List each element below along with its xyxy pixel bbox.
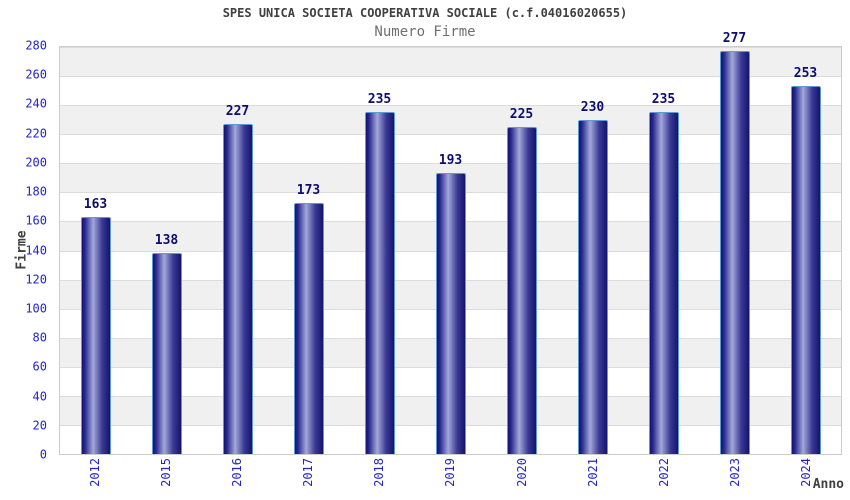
bar-slot-2012: 163 — [60, 47, 131, 454]
y-tick-label: 60 — [32, 360, 47, 375]
x-tick-slot: 2016 — [201, 458, 272, 498]
x-tick-slot: 2017 — [273, 458, 344, 498]
bar-2012 — [80, 217, 111, 454]
bar-value-label: 253 — [793, 66, 818, 82]
x-tick-slot: 2018 — [344, 458, 415, 498]
x-tick-label: 2015 — [158, 458, 173, 487]
bar-value-label: 225 — [509, 106, 534, 122]
y-axis-title: Firme — [14, 230, 30, 270]
bar-2016 — [222, 124, 253, 454]
chart-subtitle: Numero Firme — [374, 24, 476, 40]
bar-value-label: 193 — [438, 153, 463, 169]
x-tick-slot: 2022 — [628, 458, 699, 498]
x-tick-slot: 2023 — [700, 458, 771, 498]
y-tick-label: 200 — [25, 155, 47, 170]
x-tick-label: 2021 — [585, 458, 600, 487]
x-tick-label: 2018 — [372, 458, 387, 487]
grid-band — [60, 76, 841, 106]
bar-slot-2019: 193 — [415, 47, 486, 454]
y-tick-label: 80 — [32, 330, 47, 345]
grid-band — [60, 134, 841, 164]
x-tick-label: 2012 — [87, 458, 102, 487]
x-tick-slot: 2019 — [415, 458, 486, 498]
y-tick-label: 120 — [25, 272, 47, 287]
bar-2020 — [506, 126, 537, 454]
bar-value-label: 230 — [580, 99, 605, 115]
x-axis-tick-labels: 2012 2015 2016 2017 2018 2019 2020 2021 2022 2023… — [59, 458, 842, 498]
bar-2023 — [719, 51, 750, 454]
bar-2019 — [435, 173, 466, 454]
chart-title: SPES UNICA SOCIETA COOPERATIVA SOCIALE (… — [222, 6, 628, 20]
bar-slot-2024: 253 — [770, 47, 841, 454]
y-tick-label: 180 — [25, 184, 47, 199]
y-tick-label: 20 — [32, 418, 47, 433]
bar-value-label: 138 — [154, 233, 179, 249]
x-tick-slot: 2020 — [486, 458, 557, 498]
y-tick-label: 240 — [25, 97, 47, 112]
bar-slot-2020: 225 — [486, 47, 557, 454]
bar-slot-2015: 138 — [131, 47, 202, 454]
y-tick-label: 140 — [25, 243, 47, 258]
bar-2022 — [648, 112, 679, 454]
bar-slot-2018: 235 — [344, 47, 415, 454]
y-tick-label: 100 — [25, 301, 47, 316]
y-tick-label: 160 — [25, 214, 47, 229]
x-tick-label: 2017 — [301, 458, 316, 487]
x-tick-slot: 2012 — [59, 458, 130, 498]
bar-slot-2022: 235 — [628, 47, 699, 454]
bar-value-label: 173 — [296, 182, 321, 198]
bar-2024 — [790, 86, 821, 454]
grid-band — [60, 105, 841, 135]
bar-slot-2016: 227 — [202, 47, 273, 454]
grid-band — [60, 47, 841, 77]
y-tick-label: 0 — [39, 447, 47, 462]
bar-slot-2017: 173 — [273, 47, 344, 454]
x-tick-label: 2022 — [657, 458, 672, 487]
y-tick-label: 40 — [32, 389, 47, 404]
x-tick-label: 2016 — [229, 458, 244, 487]
y-tick-label: 260 — [25, 67, 47, 82]
y-axis-tick-labels: 0 20 40 60 80 100 120 140 160 180 200 220 240 260 280 — [0, 39, 53, 462]
x-tick-label: 2024 — [799, 458, 814, 487]
bar-2018 — [364, 112, 395, 454]
x-tick-label: 2020 — [514, 458, 529, 487]
y-tick-label: 220 — [25, 126, 47, 141]
bar-value-label: 235 — [651, 92, 676, 108]
bar-value-label: 235 — [367, 92, 392, 108]
bar-2015 — [151, 253, 182, 454]
bar-slot-2021: 230 — [557, 47, 628, 454]
bar-value-label: 227 — [225, 104, 250, 120]
y-tick-label: 280 — [25, 38, 47, 53]
x-tick-label: 2023 — [728, 458, 743, 487]
x-axis-title: Anno — [812, 477, 844, 492]
x-tick-slot: 2021 — [557, 458, 628, 498]
bar-2021 — [577, 119, 608, 454]
bar-value-label: 163 — [83, 197, 108, 213]
bar-slot-2023: 277 — [699, 31, 770, 454]
bar-2017 — [293, 202, 324, 454]
x-tick-label: 2019 — [443, 458, 458, 487]
plot-area: 163 138 227 173 235 193 225 230 235 277 253 — [59, 31, 842, 455]
x-tick-slot: 2015 — [130, 458, 201, 498]
bar-value-label: 277 — [722, 31, 747, 47]
